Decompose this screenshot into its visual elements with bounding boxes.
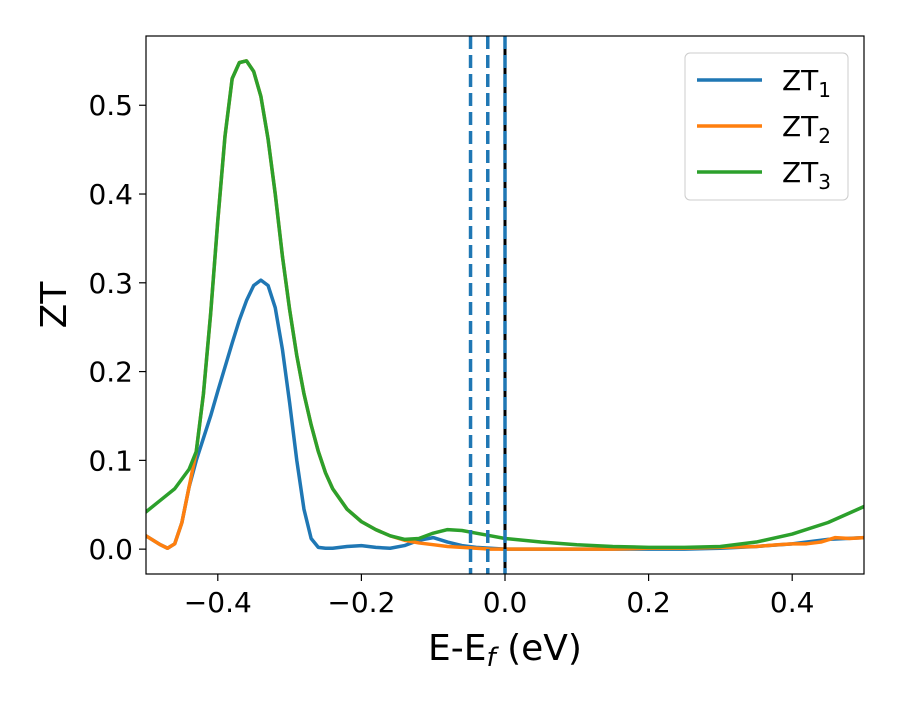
x-tick-label: 0.0 <box>483 586 528 619</box>
legend: ZT1 ZT2 ZT3 <box>684 52 849 201</box>
legend-label-zt1: ZT1 <box>782 64 831 102</box>
y-tick-label: 0.5 <box>88 89 133 122</box>
x-tick-label: −0.4 <box>184 586 252 619</box>
x-tick-label: −0.2 <box>327 586 395 619</box>
y-tick-label: 0.1 <box>88 444 133 477</box>
series-line-zt3 <box>146 59 864 550</box>
y-tick-label: 0.4 <box>88 178 133 211</box>
legend-box <box>684 52 849 201</box>
x-tick-label: 0.2 <box>626 586 671 619</box>
y-axis-label: ZT <box>34 281 75 329</box>
y-tick-label: 0.3 <box>88 267 133 300</box>
x-tick-label: 0.4 <box>770 586 815 619</box>
y-tick-label: 0.0 <box>88 533 133 566</box>
y-tick-label: 0.2 <box>88 356 133 389</box>
x-axis-label: E-Ef (eV) <box>428 628 582 673</box>
legend-label-zt2: ZT2 <box>782 110 831 148</box>
legend-label-zt3: ZT3 <box>782 156 831 194</box>
